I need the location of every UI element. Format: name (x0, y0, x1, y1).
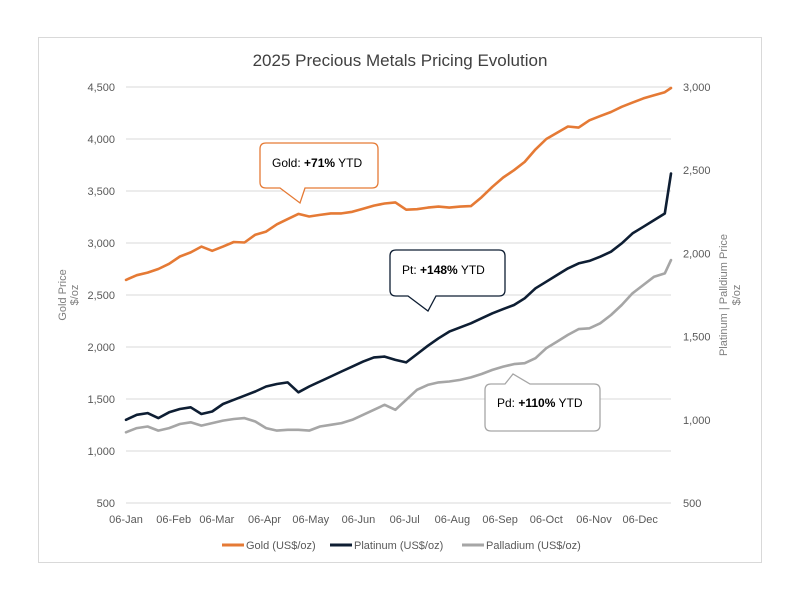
callout-value: +71% (304, 156, 335, 170)
left-tick-label: 1,500 (87, 394, 115, 406)
x-tick-label: 06-Oct (530, 514, 563, 526)
callout-suffix: YTD (555, 396, 582, 410)
callout-box (259, 142, 379, 205)
right-axis-title-line2: $/oz (731, 285, 743, 306)
left-tick-label: 4,500 (87, 82, 115, 94)
right-tick-label: 3,000 (683, 82, 711, 94)
legend-label: Palladium (US$/oz) (486, 540, 581, 552)
x-axis-ticks: 06-Jan 06-Feb 06-Mar 06-Apr 06-May 06-Jun 06-J… (109, 514, 658, 526)
left-axis-title-line2: $/oz (69, 285, 81, 306)
left-axis-title-line1: Gold Price (57, 269, 69, 320)
series-line-palladium (124, 258, 673, 434)
left-tick-label: 500 (97, 498, 115, 510)
x-tick-label: 06-Mar (199, 514, 234, 526)
left-tick-label: 1,000 (87, 446, 115, 458)
x-tick-label: 06-Sep (482, 514, 517, 526)
callout-suffix: YTD (335, 156, 362, 170)
left-tick-label: 2,500 (87, 290, 115, 302)
right-tick-label: 2,000 (683, 248, 711, 260)
legend-item: Palladium (US$/oz) (462, 540, 581, 552)
callout-platinum: Pt: +148% YTD (389, 249, 506, 312)
series-lines (124, 86, 673, 434)
legend-item: Platinum (US$/oz) (330, 540, 443, 552)
left-axis-ticks: 500 1,000 1,500 2,000 2,500 3,000 3,500 4,000 4,… (87, 82, 115, 510)
left-tick-label: 3,000 (87, 238, 115, 250)
x-tick-label: 06-Aug (435, 514, 470, 526)
callout-text: Gold: +71% YTD (272, 156, 362, 170)
series-line-gold (124, 86, 673, 282)
x-tick-label: 06-Jun (342, 514, 376, 526)
callout-prefix: Pt: (402, 263, 420, 277)
right-tick-label: 1,500 (683, 332, 711, 344)
right-tick-label: 1,000 (683, 415, 711, 427)
callout-value: +148% (420, 263, 458, 277)
chart-area (38, 37, 762, 563)
callout-suffix: YTD (458, 263, 485, 277)
callout-text: Pd: +110% YTD (497, 396, 583, 410)
callout-gold: Gold: +71% YTD (259, 142, 379, 205)
x-tick-label: 06-Jan (109, 514, 143, 526)
callout-box (484, 373, 601, 432)
legend-label: Platinum (US$/oz) (354, 540, 443, 552)
x-tick-label: 06-Apr (248, 514, 281, 526)
callout-prefix: Pd: (497, 396, 518, 410)
callout-value: +110% (518, 396, 555, 410)
chart-title: 2025 Precious Metals Pricing Evolution (253, 51, 548, 70)
x-tick-label: 06-Nov (576, 514, 612, 526)
left-axis-title: Gold Price $/oz (57, 269, 81, 320)
legend-label: Gold (US$/oz) (246, 540, 316, 552)
right-axis-ticks: 500 1,000 1,500 2,000 2,500 3,000 (683, 82, 711, 510)
callout-text: Pt: +148% YTD (402, 263, 485, 277)
x-tick-label: 06-Jul (390, 514, 420, 526)
callout-box (389, 249, 506, 312)
right-tick-label: 500 (683, 498, 701, 510)
left-tick-label: 4,000 (87, 134, 115, 146)
x-tick-label: 06-May (292, 514, 329, 526)
legend: Gold (US$/oz) Platinum (US$/oz) Palladium … (222, 540, 581, 552)
right-tick-label: 2,500 (683, 165, 711, 177)
right-axis-title-line1: Platinum | Palldium Price (718, 234, 730, 356)
left-tick-label: 3,500 (87, 186, 115, 198)
x-tick-label: 06-Feb (156, 514, 191, 526)
callout-prefix: Gold: (272, 156, 304, 170)
left-tick-label: 2,000 (87, 342, 115, 354)
x-tick-label: 06-Dec (622, 514, 658, 526)
legend-item: Gold (US$/oz) (222, 540, 316, 552)
series-line-platinum (124, 172, 673, 422)
right-axis-title: Platinum | Palldium Price $/oz (718, 234, 743, 356)
callout-palladium: Pd: +110% YTD (484, 373, 601, 432)
gridlines (126, 86, 671, 504)
